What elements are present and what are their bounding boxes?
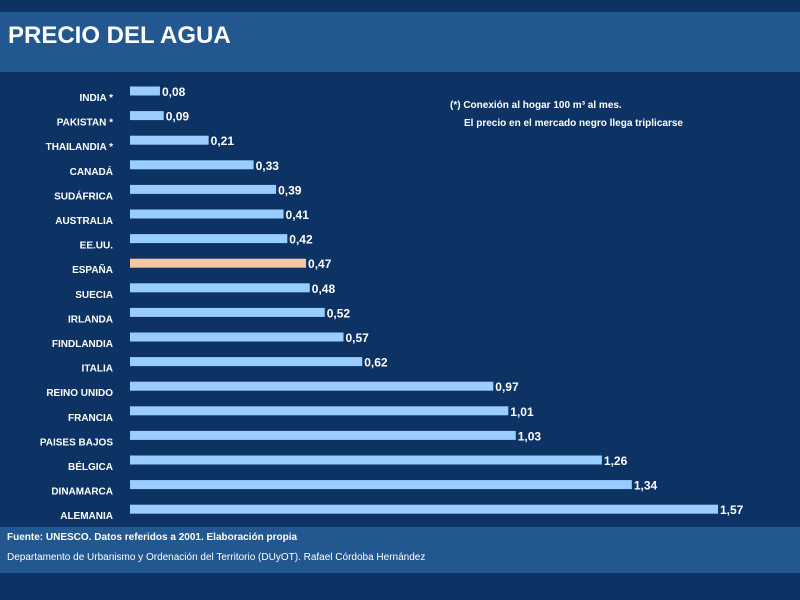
value-label: 0,39	[278, 183, 302, 197]
bar	[130, 455, 602, 465]
category-label: PAISES BAJOS	[40, 437, 113, 448]
source-text: Fuente: UNESCO. Datos referidos a 2001. …	[7, 532, 298, 543]
chart-note: (*) Conexión al hogar 100 m³ al mes. El …	[450, 97, 683, 133]
bar	[130, 135, 209, 145]
bar	[130, 430, 516, 440]
bar	[130, 209, 284, 219]
title-bar: PRECIO DEL AGUA	[0, 12, 800, 72]
category-label: AUSTRALIA	[55, 216, 113, 227]
category-label: REINO UNIDO	[46, 388, 113, 399]
value-label: 0,41	[286, 208, 310, 222]
bar	[130, 381, 494, 391]
footer-band: Fuente: UNESCO. Datos referidos a 2001. …	[0, 527, 800, 573]
value-label: 0,21	[211, 134, 235, 148]
bar	[130, 111, 164, 121]
value-label: 0,47	[308, 257, 332, 271]
value-label: 0,09	[166, 110, 190, 124]
value-label: 0,48	[312, 282, 336, 296]
bar	[130, 504, 718, 514]
value-label: 0,33	[256, 159, 280, 173]
category-label: THAILANDIA *	[46, 142, 114, 153]
value-label: 1,57	[720, 503, 744, 517]
bar	[130, 160, 254, 170]
bar	[130, 357, 363, 367]
value-label: 1,03	[518, 429, 542, 443]
category-label: SUDÁFRICA	[54, 189, 113, 202]
bar	[130, 480, 632, 490]
value-label: 0,08	[162, 85, 186, 99]
bar	[130, 307, 325, 317]
value-label: 1,26	[604, 454, 628, 468]
bar	[130, 234, 288, 244]
value-label: 1,01	[510, 405, 534, 419]
bar	[130, 406, 509, 416]
category-label: IRLANDA	[68, 314, 113, 325]
category-label: ITALIA	[82, 364, 113, 375]
category-label: FINDLANDIA	[52, 339, 113, 350]
bar	[130, 258, 307, 268]
category-label: BÉLGICA	[68, 460, 113, 473]
category-label: DINAMARCA	[51, 487, 113, 498]
note-line-1: (*) Conexión al hogar 100 m³ al mes.	[450, 100, 622, 111]
bar-chart: INDIA * 0,08 PAKISTAN * 0,09 THAILANDIA * 0,2…	[40, 85, 744, 521]
category-label: SUECIA	[75, 290, 113, 301]
value-label: 1,34	[634, 479, 658, 493]
category-label: FRANCIA	[68, 413, 113, 424]
page-title: PRECIO DEL AGUA	[8, 22, 231, 49]
value-label: 0,62	[364, 356, 388, 370]
bar	[130, 86, 160, 96]
category-label: PAKISTAN *	[57, 118, 113, 129]
value-label: 0,42	[289, 233, 313, 247]
note-line-2: El precio en el mercado negro llega trip…	[464, 118, 683, 129]
category-label: ALEMANIA	[60, 511, 113, 521]
bar	[130, 283, 310, 293]
category-label: CANADÁ	[70, 165, 113, 178]
value-label: 0,52	[327, 306, 351, 320]
value-label: 0,97	[495, 380, 519, 394]
bar	[130, 184, 277, 194]
department-text: Departamento de Urbanismo y Ordenación d…	[7, 552, 426, 563]
bar	[130, 332, 344, 342]
category-label: ESPAÑA	[72, 263, 113, 276]
value-label: 0,57	[345, 331, 369, 345]
category-label: EE.UU.	[80, 241, 114, 252]
category-label: INDIA *	[79, 93, 113, 104]
